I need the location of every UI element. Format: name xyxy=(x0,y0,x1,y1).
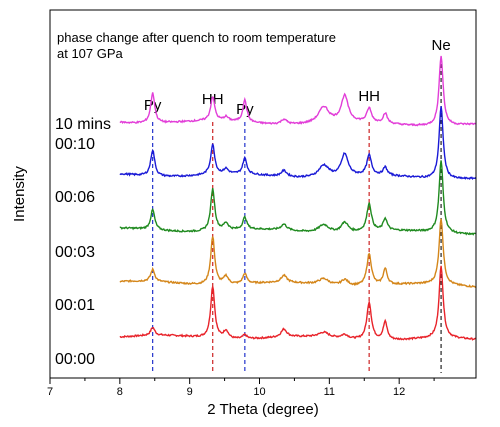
reference-label: Py xyxy=(144,97,162,114)
series-label: 00:01 xyxy=(55,297,95,314)
plot-area: Py HH Py HH Ne 00:00 00:01 00:03 00:06 00:10 xyxy=(55,37,477,373)
chart-title-line-1: phase change after quench to room temper… xyxy=(57,30,336,45)
x-tick-label: 11 xyxy=(324,386,335,398)
series-label: 00:00 xyxy=(55,351,95,368)
chart-title-line-2: at 107 GPa xyxy=(57,46,124,61)
x-tick-label: 8 xyxy=(117,386,123,398)
x-axis-label: 2 Theta (degree) xyxy=(207,401,318,418)
reference-label: Py xyxy=(236,101,254,118)
reference-label: Ne xyxy=(431,37,450,54)
y-axis-label: Intensity xyxy=(11,166,28,222)
x-axis: 7 8 9 10 11 12 xyxy=(47,378,435,398)
series-line xyxy=(119,106,477,181)
series-line xyxy=(119,218,476,288)
plot-frame xyxy=(49,9,477,379)
x-tick-label: 9 xyxy=(187,386,193,398)
series-label: 00:06 xyxy=(55,189,95,206)
reference-label: HH xyxy=(202,91,224,108)
series-line xyxy=(119,160,477,236)
x-tick-label: 12 xyxy=(393,386,405,398)
x-tick-label: 7 xyxy=(47,386,53,398)
series-label-extra: 10 mins xyxy=(55,116,111,133)
series-label: 00:10 xyxy=(55,136,95,153)
series-line xyxy=(119,265,477,341)
series-line xyxy=(119,55,477,127)
x-tick-label: 10 xyxy=(253,386,265,398)
reference-label: HH xyxy=(358,88,380,105)
series-label: 00:03 xyxy=(55,244,95,261)
